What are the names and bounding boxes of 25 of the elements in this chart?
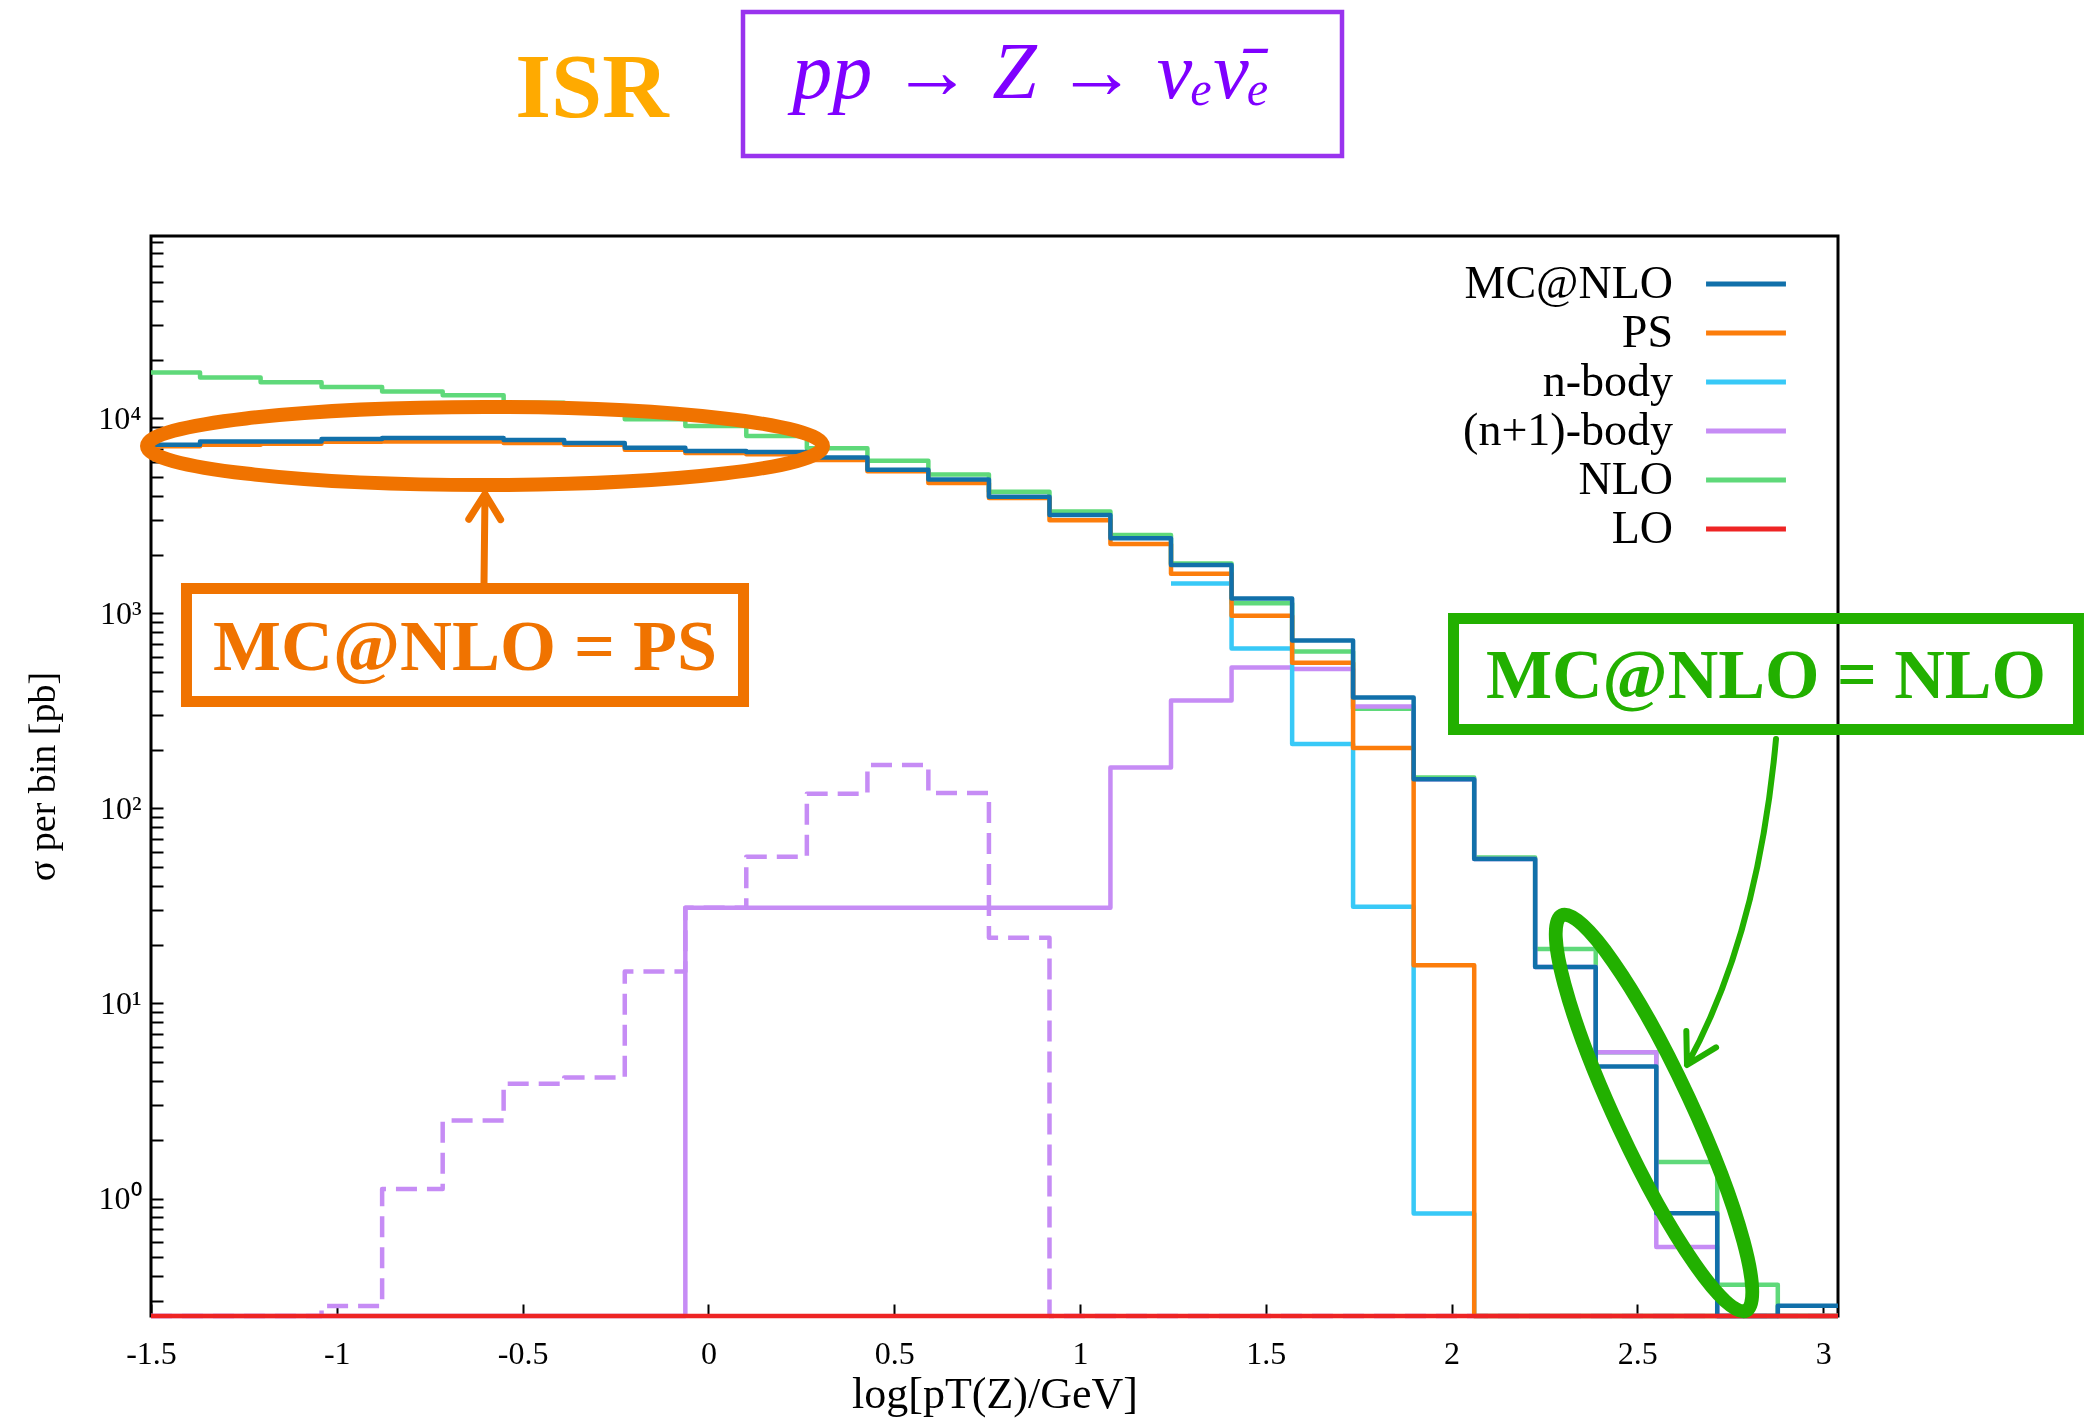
legend-label: PS (1621, 306, 1673, 357)
x-tick-label: -1.5 (126, 1334, 177, 1371)
y-tick-label: 10² (99, 789, 142, 826)
x-tick-label: 1.5 (1246, 1334, 1287, 1371)
legend-label: MC@NLO (1464, 257, 1673, 308)
legend-label: n-body (1542, 355, 1673, 406)
x-tick-label: 2.5 (1617, 1334, 1658, 1371)
annotation: MC@NLO = PS (213, 606, 717, 686)
x-tick-label: 0.5 (874, 1334, 915, 1371)
x-tick-label: -0.5 (497, 1334, 549, 1371)
text: ISR (515, 35, 671, 137)
y-tick-label: 10⁰ (98, 1180, 142, 1217)
y-tick-label: 10⁴ (98, 399, 142, 436)
x-tick-label: 0 (700, 1334, 717, 1371)
y-axis-title: σ per bin [pb] (20, 671, 63, 882)
chart-title: pp → Z → νₑν̄ₑ (787, 27, 1270, 115)
y-tick-label: 10¹ (99, 984, 142, 1021)
x-tick-label: 1 (1072, 1334, 1089, 1371)
x-tick-label: 3 (1815, 1334, 1832, 1371)
y-tick-label: 10³ (99, 594, 142, 631)
x-axis-title: log[pT(Z)/GeV] (852, 1368, 1138, 1418)
legend-label: LO (1611, 502, 1673, 553)
x-tick-label: 2 (1444, 1334, 1461, 1371)
x-tick-label: -1 (323, 1334, 351, 1371)
annotation: MC@NLO = NLO (1486, 636, 2046, 713)
